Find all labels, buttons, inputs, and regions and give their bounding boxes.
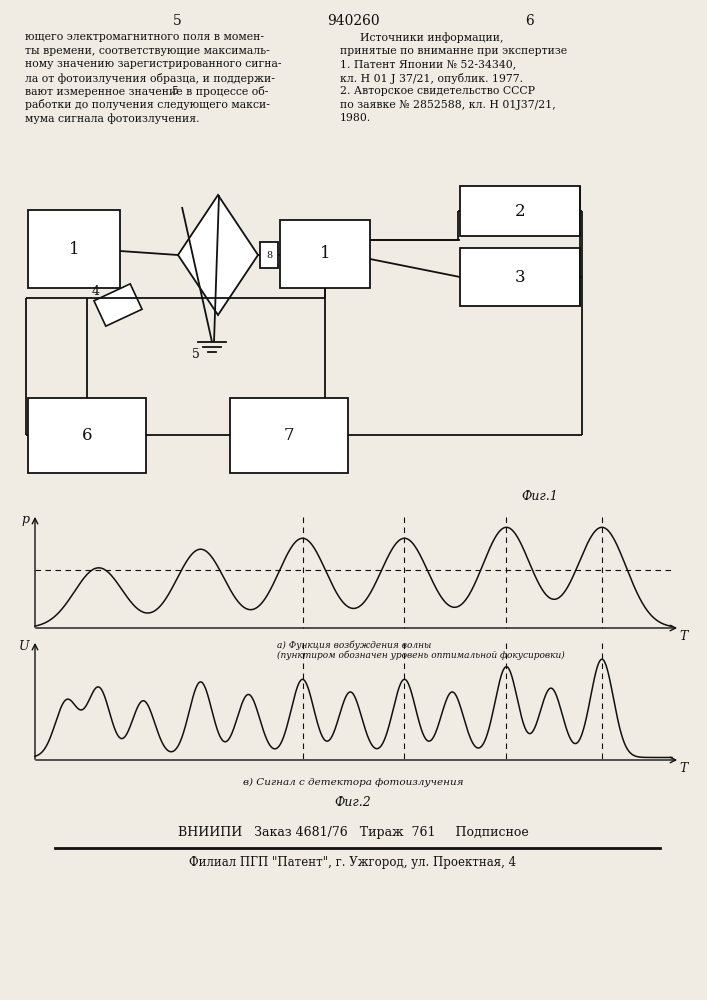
Text: 1980.: 1980. [340,113,371,123]
Text: мума сигнала фотоизлучения.: мума сигнала фотоизлучения. [25,113,199,124]
Text: 6: 6 [82,427,92,444]
Bar [260,242,278,268]
Text: 5: 5 [192,348,200,361]
Text: 1: 1 [320,245,330,262]
Text: 1. Патент Японии № 52-34340,: 1. Патент Японии № 52-34340, [340,59,516,69]
Text: 3: 3 [515,268,525,286]
Text: Филиал ПГП "Патент", г. Ужгород, ул. Проектная, 4: Филиал ПГП "Патент", г. Ужгород, ул. Про… [189,856,517,869]
Text: 8: 8 [266,250,272,259]
Text: а) Функция возбуждения волны
(пунктиром обозначен уровень оптимальной фокусировк: а) Функция возбуждения волны (пунктиром … [277,640,565,660]
Text: 5: 5 [172,86,178,96]
Text: 5: 5 [173,14,182,28]
Text: 1: 1 [69,240,79,257]
Text: Фиг.2: Фиг.2 [334,796,371,809]
Text: работки до получения следующего макси-: работки до получения следующего макси- [25,100,270,110]
Text: кл. Н 01 J 37/21, опублик. 1977.: кл. Н 01 J 37/21, опублик. 1977. [340,73,523,84]
Bar [280,220,370,288]
Bar [460,248,580,306]
Text: Фиг.1: Фиг.1 [522,490,559,503]
Text: Т: Т [680,762,688,775]
Text: 6: 6 [525,14,534,28]
Text: ты времени, соответствующие максималь-: ты времени, соответствующие максималь- [25,45,270,55]
Text: по заявке № 2852588, кл. Н 01J37/21,: по заявке № 2852588, кл. Н 01J37/21, [340,100,556,109]
Text: Т: Т [680,630,688,643]
Text: принятые по вниманне при экспертизе: принятые по вниманне при экспертизе [340,45,567,55]
Text: 2: 2 [515,202,525,220]
Bar [230,398,348,473]
Bar [94,284,142,326]
Text: Источники информации,: Источники информации, [360,32,503,43]
Text: вают измеренное значение в процессе об-: вают измеренное значение в процессе об- [25,86,269,97]
Text: ному значению зарегистрированного сигна-: ному значению зарегистрированного сигна- [25,59,281,69]
Text: в) Сигнал с детектора фотоизлучения: в) Сигнал с детектора фотоизлучения [243,778,463,787]
Text: ла от фотоизлучения образца, и поддержи-: ла от фотоизлучения образца, и поддержи- [25,73,275,84]
Text: 7: 7 [284,427,294,444]
Bar [28,398,146,473]
Text: 2. Авторское свидетельство СССР: 2. Авторское свидетельство СССР [340,86,535,96]
Text: ющего электромагнитного поля в момен-: ющего электромагнитного поля в момен- [25,32,264,42]
Bar [28,210,120,288]
Text: 4: 4 [92,285,100,298]
Text: ВНИИПИ   Заказ 4681/76   Тираж  761     Подписное: ВНИИПИ Заказ 4681/76 Тираж 761 Подписное [177,826,528,839]
Text: р: р [21,514,29,526]
Polygon shape [178,195,258,315]
Bar [460,186,580,236]
Text: 940260: 940260 [327,14,380,28]
Text: U: U [18,640,29,652]
